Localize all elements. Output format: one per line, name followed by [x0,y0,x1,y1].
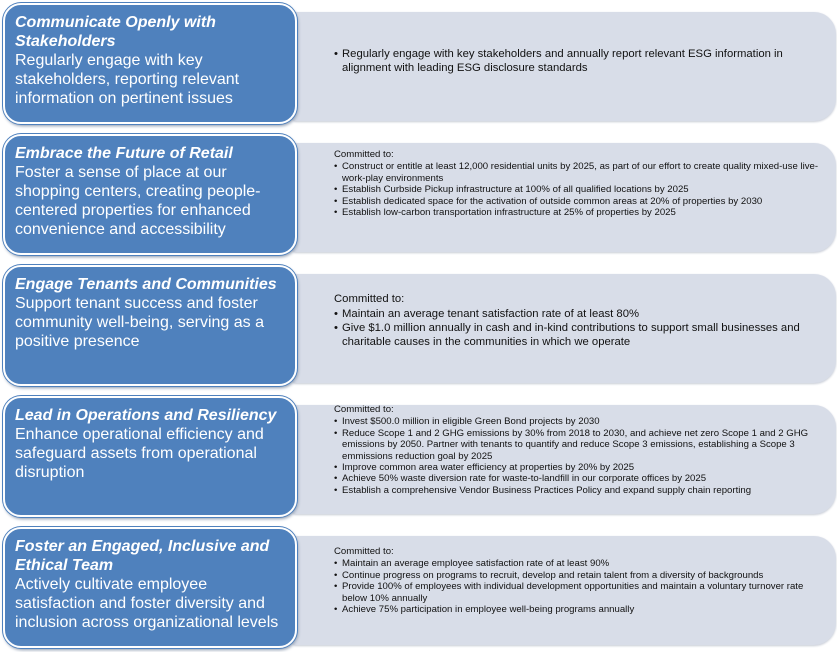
commitment-item: Continue progress on programs to recruit… [334,570,819,582]
goal-description: Enhance operational efficiency and safeg… [15,426,264,481]
goal-title: Embrace the Future of Retail [15,145,233,162]
commitment-item: Improve common area water efficiency at … [334,462,819,474]
commitments-content: Regularly engage with key stakeholders a… [334,47,819,75]
goal-title: Lead in Operations and Resiliency [15,407,277,424]
goal-title: Communicate Openly with Stakeholders [15,14,216,50]
commitment-item: Construct or entitle at least 12,000 res… [334,161,819,184]
commitments-list: Maintain an average tenant satisfaction … [334,307,819,349]
goal-box: Embrace the Future of Retail Foster a sen… [3,134,297,255]
goal-description: Regularly engage with key stakeholders, … [15,52,240,107]
commitment-item: Establish Curbside Pickup infrastructure… [334,184,819,196]
commitments-content: Committed to:Construct or entitle at lea… [334,149,819,219]
goal-box: Lead in Operations and Resiliency Enhance… [3,396,297,517]
commitments-content: Committed to:Invest $500.0 million in el… [334,404,819,497]
commitment-item: Reduce Scope 1 and 2 GHG emissions by 30… [334,428,819,462]
commitments-intro: Committed to: [334,149,394,160]
commitments-list: Regularly engage with key stakeholders a… [334,47,819,75]
goal-description: Foster a sense of place at our shopping … [15,164,261,238]
commitment-item: Establish low-carbon transportation infr… [334,207,819,219]
commitments-intro: Committed to: [334,546,394,557]
commitment-item: Invest $500.0 million in eligible Green … [334,416,819,428]
commitment-item: Achieve 50% waste diversion rate for was… [334,473,819,485]
commitment-item: Provide 100% of employees with individua… [334,581,819,604]
goal-row: Communicate Openly with Stakeholders Regu… [0,3,837,127]
goal-row: Engage Tenants and Communities Support te… [0,265,837,389]
goal-title: Foster an Engaged, Inclusive and Ethical… [15,538,270,574]
goal-box: Engage Tenants and Communities Support te… [3,265,297,386]
goal-box: Foster an Engaged, Inclusive and Ethical… [3,527,297,648]
goal-row: Foster an Engaged, Inclusive and Ethical… [0,527,837,651]
commitment-item: Achieve 75% participation in employee we… [334,604,819,616]
goal-box: Communicate Openly with Stakeholders Regu… [3,3,297,124]
goal-description: Support tenant success and foster commun… [15,295,264,350]
goal-row: Embrace the Future of Retail Foster a sen… [0,134,837,258]
commitments-list: Invest $500.0 million in eligible Green … [334,416,819,496]
commitments-content: Committed to: Maintain an average tenant … [334,292,819,349]
commitment-item: Maintain an average tenant satisfaction … [334,307,819,321]
commitment-item: Maintain an average employee satisfactio… [334,558,819,570]
goal-description: Actively cultivate employee satisfaction… [15,576,279,631]
commitments-list: Construct or entitle at least 12,000 res… [334,161,819,218]
commitment-item: Establish dedicated space for the activa… [334,196,819,208]
commitments-list: Maintain an average employee satisfactio… [334,558,819,615]
commitment-item: Regularly engage with key stakeholders a… [334,47,819,75]
goal-row: Lead in Operations and Resiliency Enhance… [0,396,837,520]
goal-title: Engage Tenants and Communities [15,276,277,293]
commitments-content: Committed to:Maintain an average employe… [334,546,819,616]
commitments-intro: Committed to: [334,293,405,305]
commitments-intro: Committed to: [334,404,394,415]
commitment-item: Establish a comprehensive Vendor Busines… [334,485,819,497]
commitment-item: Give $1.0 million annually in cash and i… [334,321,819,349]
